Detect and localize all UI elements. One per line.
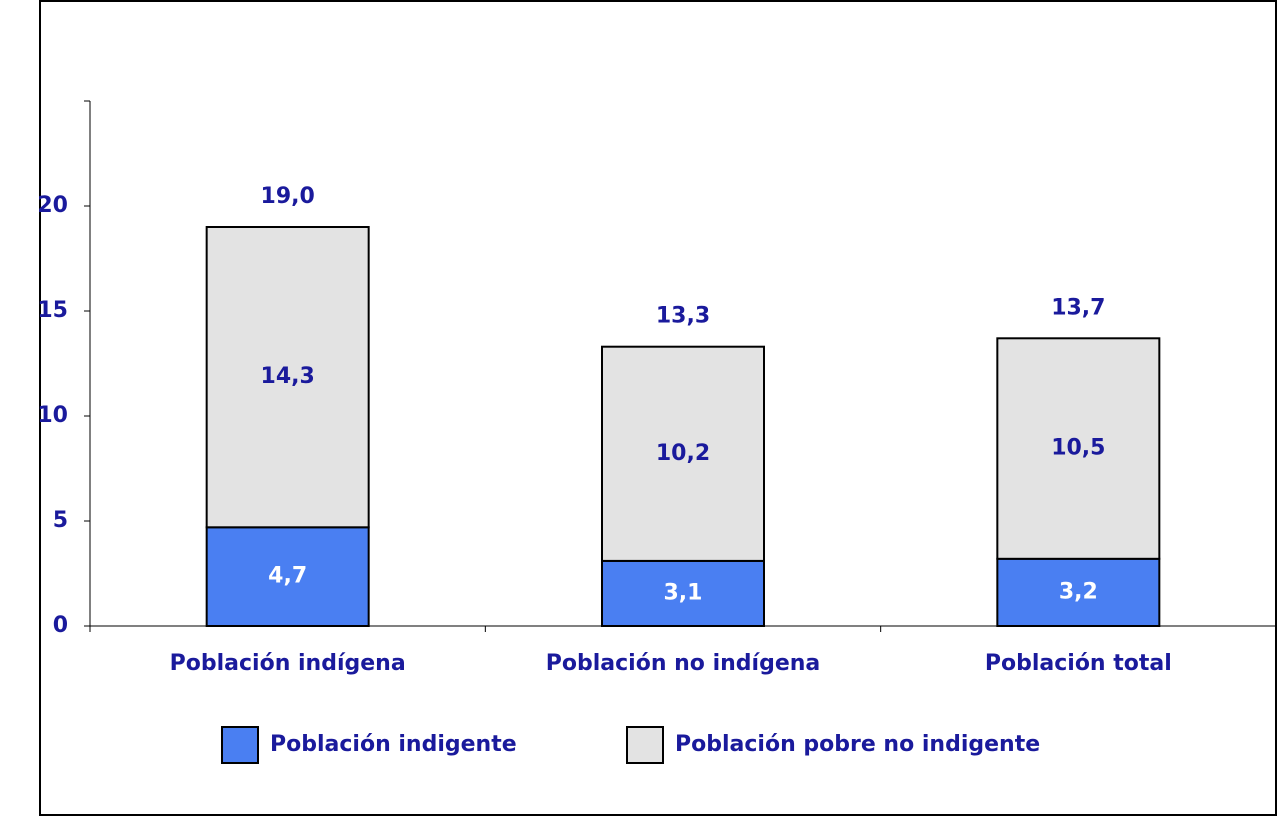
legend-label: Población pobre no indigente: [675, 732, 1040, 757]
legend-label: Población indigente: [270, 732, 517, 757]
y-tick-label: 5: [53, 508, 68, 533]
x-tick-label: Población total: [985, 651, 1172, 676]
y-tick-label: 15: [37, 298, 68, 323]
total-label: 13,3: [656, 304, 710, 329]
total-label: 13,7: [1051, 295, 1105, 320]
data-label: 14,3: [261, 364, 315, 389]
x-tick-label: Población indígena: [170, 651, 406, 676]
data-label: 10,5: [1051, 436, 1105, 461]
legend-swatch: [626, 726, 664, 764]
data-label: 3,1: [664, 580, 703, 605]
data-label: 10,2: [656, 441, 710, 466]
bar-segment: [996, 557, 1161, 627]
bar-segment: [996, 337, 1161, 560]
y-tick-label: 10: [37, 403, 68, 428]
bar-segment: [601, 345, 765, 562]
y-tick-label: 0: [53, 613, 68, 638]
x-tick-label: Población no indígena: [546, 651, 821, 676]
data-label: 4,7: [268, 564, 307, 589]
legend-swatch: [221, 726, 259, 764]
y-tick-label: 20: [37, 193, 68, 218]
total-label: 19,0: [261, 184, 315, 209]
bar-segment: [205, 226, 370, 529]
data-label: 3,2: [1059, 579, 1098, 604]
